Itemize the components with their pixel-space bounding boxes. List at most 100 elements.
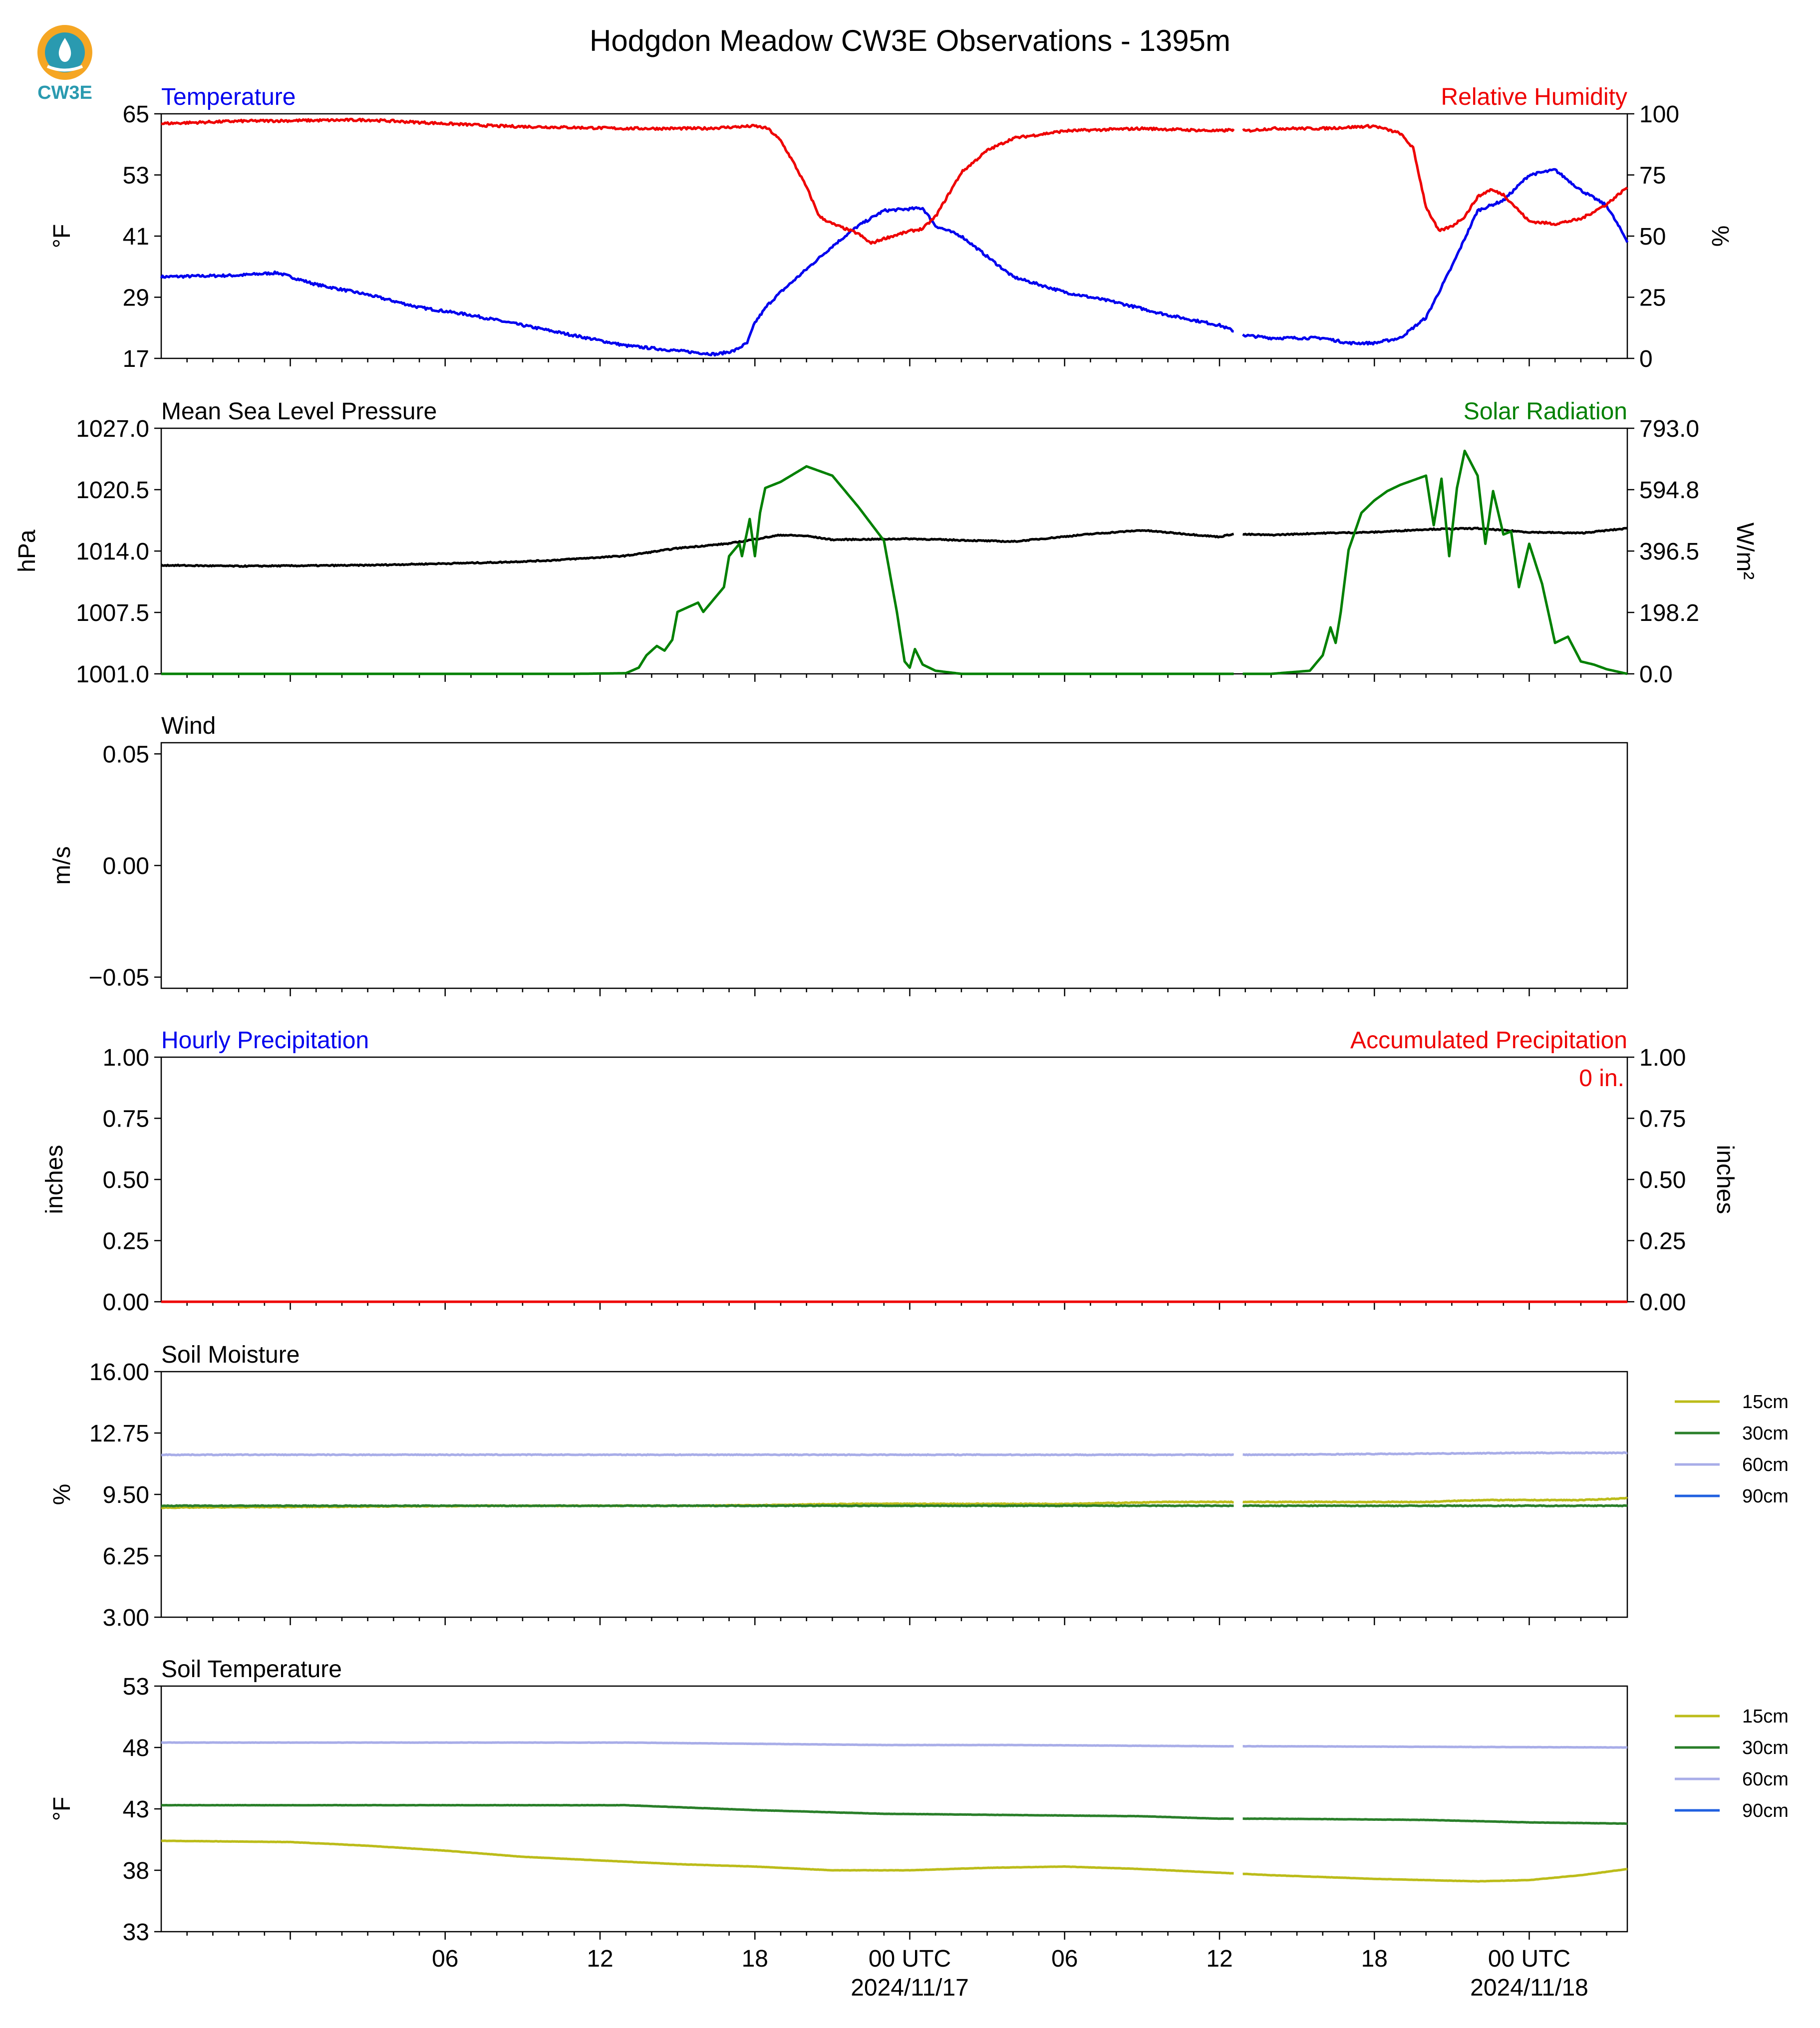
panel-pressure-solar-ytick-right-label: 793.0 bbox=[1639, 416, 1699, 442]
panel-precip-ytick-right-label: 1.00 bbox=[1639, 1045, 1686, 1071]
date-label: 2024/11/17 bbox=[851, 1975, 969, 2001]
panel-wind-frame bbox=[160, 742, 1628, 989]
panel-soil-moisture-left-title: Soil Moisture bbox=[161, 1342, 300, 1368]
pressure-line-seg0 bbox=[160, 529, 1234, 568]
panel-precip-right-title: Accumulated Precipitation bbox=[1350, 1027, 1627, 1054]
panel-temp-rh-ytick-label: 65 bbox=[123, 101, 149, 128]
panel-pressure-solar-right-title: Solar Radiation bbox=[1464, 398, 1627, 425]
soil-temp-60cm-seg1 bbox=[1242, 1744, 1628, 1749]
panel-temp-rh-left-title: Temperature bbox=[161, 84, 296, 110]
panel-temp-rh-ytick-label: 53 bbox=[123, 163, 149, 189]
panel-pressure-solar: Mean Sea Level Pressure Solar Radiation 10… bbox=[14, 398, 1758, 688]
panel-wind-ytick-label: −0.05 bbox=[89, 965, 149, 991]
soil-temp-legend-label-90cm: 90cm bbox=[1742, 1800, 1789, 1821]
soil-temp-30cm-seg1 bbox=[1242, 1817, 1628, 1825]
panel-pressure-solar-ylabel: hPa bbox=[14, 530, 40, 573]
xtick-label: 00 UTC bbox=[869, 1946, 951, 1972]
panel-temp-rh-ytick-label: 17 bbox=[123, 346, 149, 372]
panel-wind-ytick-label: 0.05 bbox=[103, 741, 149, 768]
soil-moisture-60cm-seg0 bbox=[161, 1453, 1234, 1456]
soil-moisture-15cm-seg1 bbox=[1242, 1496, 1628, 1504]
panel-temp-rh-ylabel-right: % bbox=[1707, 226, 1733, 247]
panel-precip-left-title: Hourly Precipitation bbox=[161, 1027, 369, 1054]
panel-soil-temp: Soil Temperature 33 38 43 48 53 °F 15cm 30cm 60cm… bbox=[49, 1656, 1789, 1946]
accum-precip-value: 0 in. bbox=[1579, 1065, 1624, 1092]
panel-precip-ylabel-right: inches bbox=[1712, 1145, 1738, 1214]
solar-line-seg1 bbox=[1242, 449, 1628, 675]
figure-title: Hodgdon Meadow CW3E Observations - 1395m bbox=[590, 24, 1230, 57]
panel-precip-frame bbox=[160, 1056, 1628, 1303]
panel-pressure-solar-frame bbox=[160, 427, 1628, 675]
panel-pressure-solar-ytick-label: 1007.5 bbox=[76, 600, 149, 626]
temperature-line-seg0 bbox=[160, 206, 1234, 357]
panel-precip-ylabel: inches bbox=[41, 1145, 68, 1214]
panel-soil-temp-ytick-label: 48 bbox=[123, 1735, 149, 1761]
soil-temp-30cm-seg0 bbox=[161, 1803, 1234, 1820]
rh-line-seg1 bbox=[1242, 124, 1628, 232]
panel-soil-moisture: Soil Moisture 3.00 6.25 9.50 12.75 16.00% 15cm… bbox=[49, 1342, 1789, 1631]
panel-temp-rh-ytick-right-label: 50 bbox=[1639, 224, 1666, 250]
cw3e-logo: CW3E bbox=[27, 19, 102, 104]
panel-precip-ytick-label: 0.50 bbox=[103, 1167, 149, 1193]
panel-soil-temp-ytick-label: 53 bbox=[123, 1674, 149, 1700]
panel-soil-moisture-ylabel: % bbox=[49, 1484, 75, 1505]
panel-temp-rh-ytick-label: 41 bbox=[123, 224, 149, 250]
soil-moisture-legend-label-15cm: 15cm bbox=[1742, 1392, 1789, 1413]
panel-precip-ytick-label: 1.00 bbox=[103, 1045, 149, 1071]
panel-soil-moisture-ytick-label: 9.50 bbox=[103, 1482, 149, 1508]
xtick-label: 18 bbox=[742, 1946, 768, 1972]
panel-temp-rh-right-title: Relative Humidity bbox=[1441, 84, 1627, 110]
panel-pressure-solar-ylabel-right: W/m² bbox=[1732, 523, 1758, 580]
soil-temp-15cm-seg0 bbox=[161, 1839, 1234, 1875]
xtick-label: 18 bbox=[1361, 1946, 1388, 1972]
soil-moisture-30cm-seg0 bbox=[161, 1504, 1234, 1507]
panel-wind-left-title: Wind bbox=[161, 713, 216, 739]
panels: Temperature Relative Humidity 17 29 41 53 65 0 2… bbox=[14, 84, 1789, 2001]
soil-temp-60cm-seg0 bbox=[161, 1741, 1234, 1748]
panel-soil-moisture-ytick-label: 16.00 bbox=[89, 1359, 149, 1386]
xtick-label: 12 bbox=[1206, 1946, 1232, 1972]
logo-text: CW3E bbox=[37, 82, 92, 103]
xtick-label: 06 bbox=[432, 1946, 458, 1972]
panel-precip-ytick-right-label: 0.00 bbox=[1639, 1289, 1686, 1316]
soil-temp-15cm-seg1 bbox=[1242, 1868, 1628, 1883]
panel-wind: Wind −0.05 0.00 0.05 m/s bbox=[49, 713, 1628, 996]
soil-moisture-30cm-seg1 bbox=[1242, 1504, 1628, 1507]
panel-soil-temp-left-title: Soil Temperature bbox=[161, 1656, 342, 1683]
panel-wind-ytick-label: 0.00 bbox=[103, 853, 149, 879]
panel-pressure-solar-ytick-right-label: 396.5 bbox=[1639, 539, 1699, 565]
panel-soil-moisture-frame bbox=[160, 1371, 1628, 1618]
panel-temp-rh-ylabel: °F bbox=[49, 224, 75, 249]
panel-temp-rh-ytick-right-label: 100 bbox=[1639, 101, 1679, 128]
panel-soil-temp-ytick-label: 43 bbox=[123, 1796, 149, 1823]
panel-soil-temp-ytick-label: 33 bbox=[123, 1919, 149, 1946]
panel-pressure-solar-ytick-label: 1027.0 bbox=[76, 416, 149, 442]
soil-temp-legend-label-30cm: 30cm bbox=[1742, 1738, 1789, 1758]
panel-soil-moisture-ytick-label: 6.25 bbox=[103, 1543, 149, 1570]
soil-temp-legend-label-60cm: 60cm bbox=[1742, 1769, 1789, 1790]
panel-temp-rh-ytick-right-label: 25 bbox=[1639, 285, 1666, 311]
soil-temp-legend-label-15cm: 15cm bbox=[1742, 1706, 1789, 1727]
panel-precip-ytick-label: 0.75 bbox=[103, 1106, 149, 1133]
xtick-label: 00 UTC bbox=[1488, 1946, 1570, 1972]
panel-precip-ytick-right-label: 0.75 bbox=[1639, 1106, 1686, 1133]
xtick-label: 12 bbox=[587, 1946, 613, 1972]
panel-temp-rh-ytick-label: 29 bbox=[123, 285, 149, 311]
xtick-label: 06 bbox=[1051, 1946, 1078, 1972]
panel-precip-ytick-label: 0.00 bbox=[103, 1289, 149, 1316]
panel-soil-temp-ylabel: °F bbox=[49, 1797, 75, 1821]
soil-moisture-legend-label-30cm: 30cm bbox=[1742, 1423, 1789, 1444]
panel-soil-moisture-ytick-label: 3.00 bbox=[103, 1605, 149, 1631]
panel-pressure-solar-ytick-right-label: 198.2 bbox=[1639, 600, 1699, 626]
panel-soil-temp-frame bbox=[160, 1685, 1628, 1933]
soil-moisture-legend-label-60cm: 60cm bbox=[1742, 1454, 1789, 1475]
solar-line-seg0 bbox=[161, 465, 1234, 675]
soil-moisture-legend-label-90cm: 90cm bbox=[1742, 1486, 1789, 1507]
panel-pressure-solar-ytick-label: 1014.0 bbox=[76, 539, 149, 565]
logo-drop-icon bbox=[58, 38, 71, 62]
panel-temp-rh-ytick-right-label: 75 bbox=[1639, 163, 1666, 189]
date-label: 2024/11/18 bbox=[1470, 1975, 1588, 2001]
panel-precip: Hourly Precipitation Accumulated Precipit… bbox=[41, 1027, 1738, 1316]
rh-line-seg0 bbox=[161, 117, 1235, 245]
